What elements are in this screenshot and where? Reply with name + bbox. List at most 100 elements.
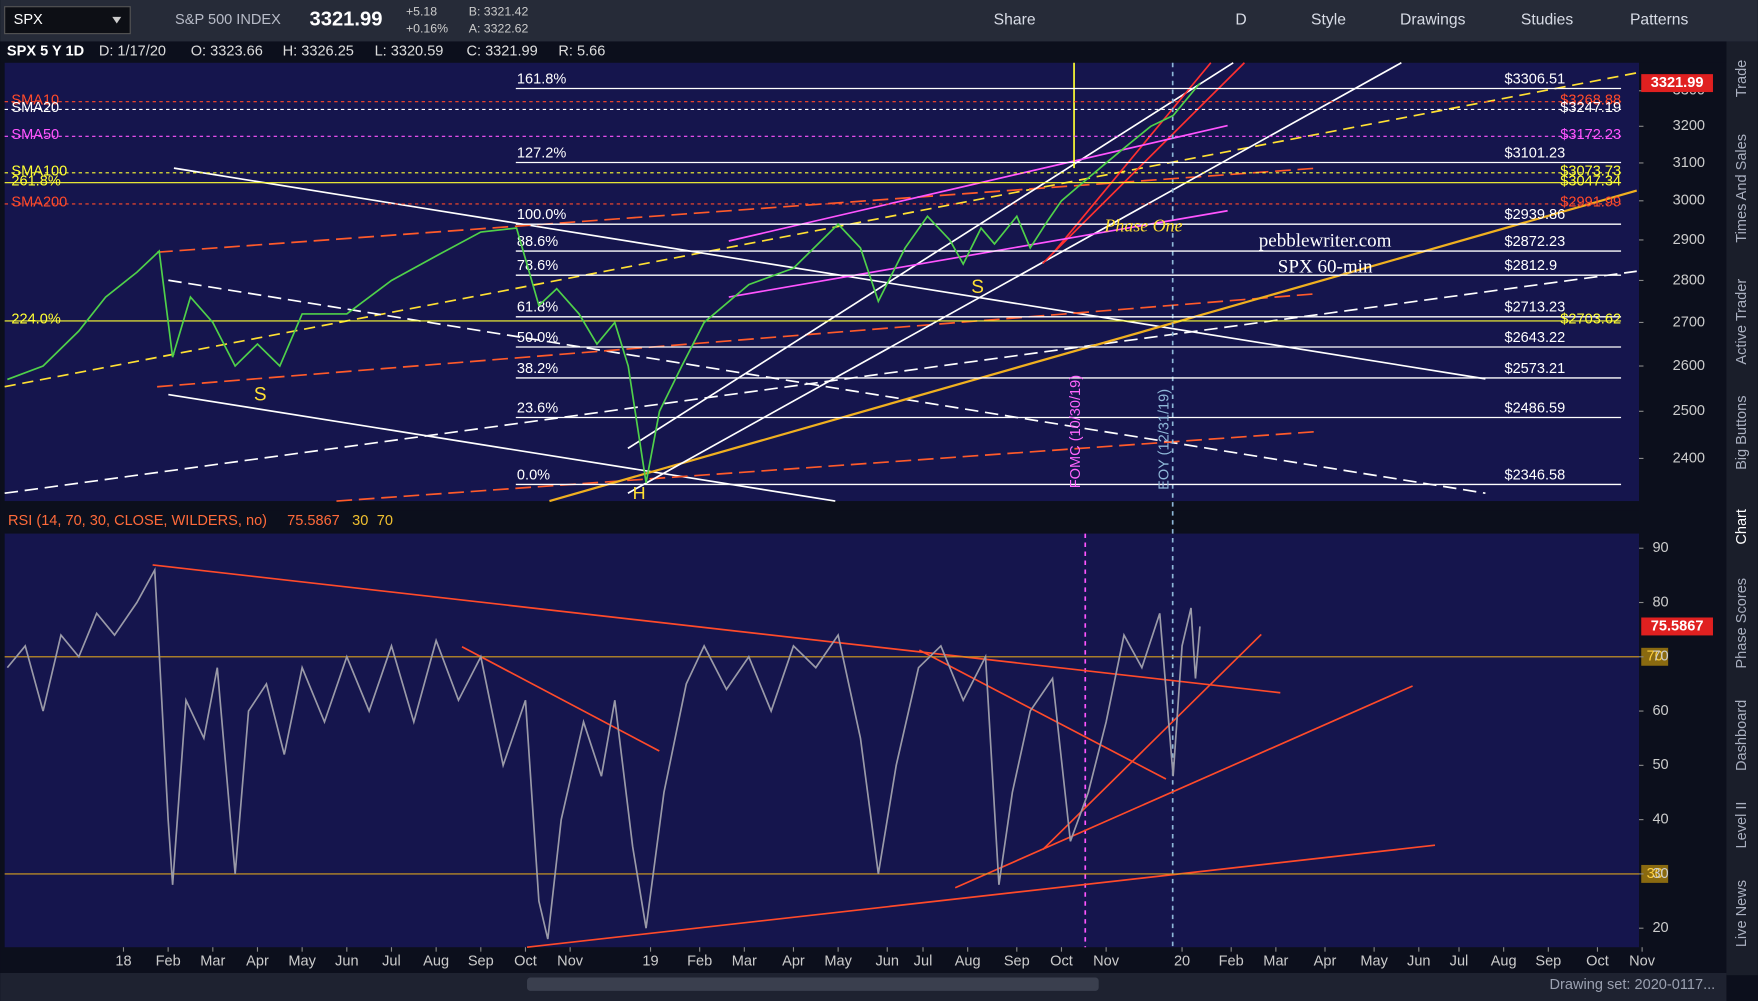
- annotation: EOY (12/31/19): [1157, 389, 1173, 490]
- x-tick-label: 20: [1174, 954, 1190, 970]
- study-name: 224.0%: [11, 312, 60, 328]
- fib-pct: 38.2%: [517, 361, 558, 377]
- x-tick-label: Oct: [1050, 954, 1073, 970]
- fib-price: $2346.58: [1504, 467, 1565, 483]
- fib-price: $2713.23: [1504, 300, 1565, 316]
- side-tab[interactable]: Times And Sales: [1734, 134, 1750, 243]
- fib-pct: 161.8%: [517, 71, 566, 87]
- study-name: SMA50: [11, 127, 59, 143]
- x-tick-label: Nov: [1093, 954, 1120, 970]
- x-tick-label: Oct: [1586, 954, 1609, 970]
- last-price: 3321.99: [310, 9, 383, 31]
- price-panel: [4, 62, 1639, 502]
- side-tab[interactable]: Big Buttons: [1734, 395, 1750, 469]
- x-tick-label: Oct: [514, 954, 537, 970]
- header-bar: [0, 41, 1727, 63]
- fib-pct: 23.6%: [517, 400, 558, 416]
- x-tick-label: May: [824, 954, 852, 970]
- status-text: Drawing set: 2020-0117...: [1550, 977, 1716, 993]
- ohlc-field: O: 3323.66: [191, 43, 263, 59]
- annotation: SPX 60-min: [1278, 256, 1373, 277]
- trend-line: [157, 292, 1318, 388]
- side-tab[interactable]: Level II: [1734, 802, 1750, 849]
- x-tick-label: Apr: [1314, 954, 1337, 970]
- rsi-band-label: 70: [1647, 649, 1663, 665]
- rsi-trend-line: [526, 844, 1436, 949]
- toolbar-button[interactable]: Drawings: [1400, 11, 1466, 28]
- x-tick-label: Feb: [1219, 954, 1244, 970]
- fib-price: $2573.21: [1504, 361, 1565, 377]
- annotation: pebblewriter.com: [1259, 230, 1392, 251]
- study-value: $3268.88: [1560, 92, 1621, 108]
- rsi-band-tag: [1641, 647, 1669, 666]
- study-value: $3047.34: [1560, 173, 1621, 189]
- ohlc-field: C: 3321.99: [466, 43, 537, 59]
- trend-line: [627, 62, 1234, 450]
- x-tick-label: Sep: [468, 954, 494, 970]
- toolbar: [0, 0, 1758, 42]
- x-tick-label: Mar: [1263, 954, 1288, 970]
- x-tick-label: Sep: [1004, 954, 1030, 970]
- rsi-panel: [4, 533, 1639, 948]
- trend-line: [728, 209, 1228, 298]
- price-tick-label: 2400: [1673, 450, 1705, 466]
- rsi-tick-label: 40: [1652, 811, 1668, 827]
- side-tab[interactable]: Live News: [1734, 880, 1750, 947]
- annotation: FOMC (10/30/19): [1068, 375, 1084, 488]
- rsi-band-label: 30: [1647, 866, 1663, 882]
- side-tab[interactable]: Trade: [1734, 60, 1750, 98]
- study-value: $2991.99: [1560, 195, 1621, 211]
- study-name: SMA20: [11, 100, 59, 116]
- change: +5.18: [406, 5, 437, 19]
- fib-price: $2486.59: [1504, 400, 1565, 416]
- study-name: 261.8%: [11, 173, 60, 189]
- scrollbar[interactable]: [527, 977, 1099, 991]
- x-tick-label: Jul: [914, 954, 933, 970]
- fib-pct: 88.6%: [517, 234, 558, 250]
- side-tab[interactable]: Active Trader: [1734, 279, 1750, 365]
- trend-line: [336, 430, 1318, 502]
- toolbar-button[interactable]: Style: [1311, 11, 1346, 28]
- price-line: [7, 82, 1201, 483]
- trend-line: [549, 189, 1638, 503]
- x-tick-label: Mar: [732, 954, 757, 970]
- rsi-trend-line: [918, 649, 1167, 780]
- x-tick-label: Nov: [1629, 954, 1656, 970]
- annotation: S: [971, 277, 984, 298]
- symbol-name: S&P 500 INDEX: [175, 12, 281, 28]
- trend-line: [168, 279, 1486, 495]
- x-tick-label: Apr: [782, 954, 805, 970]
- last-price-label: 3321.99: [1651, 75, 1704, 91]
- price-tick-label: 3200: [1673, 118, 1705, 134]
- annotation: S: [254, 385, 267, 406]
- bid: B: 3321.42: [469, 5, 529, 19]
- rsi-last: 75.5867: [287, 513, 340, 529]
- side-tab[interactable]: Dashboard: [1734, 700, 1750, 771]
- fib-price: $2643.22: [1504, 330, 1565, 346]
- fib-pct: 0.0%: [517, 467, 550, 483]
- symbol-box[interactable]: [4, 6, 131, 35]
- side-tab[interactable]: Phase Scores: [1734, 578, 1750, 669]
- fib-pct: 100.0%: [517, 207, 566, 223]
- ohlc-field: SPX 5 Y 1D: [7, 43, 84, 59]
- annotation: H: [633, 483, 646, 503]
- side-tab[interactable]: Chart: [1734, 509, 1750, 545]
- toolbar-button[interactable]: Studies: [1521, 11, 1573, 28]
- study-value: $3073.73: [1560, 163, 1621, 179]
- trend-line: [1053, 62, 1212, 253]
- x-tick-label: 19: [642, 954, 658, 970]
- toolbar-button[interactable]: Share: [994, 11, 1036, 28]
- x-tick-label: Jun: [876, 954, 899, 970]
- rsi-tick-label: 20: [1652, 920, 1668, 936]
- toolbar-button[interactable]: Patterns: [1630, 11, 1689, 28]
- toolbar-button[interactable]: D: [1235, 11, 1246, 28]
- ask: A: 3322.62: [469, 21, 529, 35]
- x-tick-label: Nov: [557, 954, 584, 970]
- dropdown-arrow: [112, 16, 122, 24]
- side-bar: [1726, 41, 1758, 976]
- trend-line: [4, 72, 1637, 388]
- trend-line: [4, 270, 1637, 495]
- rsi-band-tag: [1641, 864, 1669, 883]
- trend-line: [168, 393, 836, 502]
